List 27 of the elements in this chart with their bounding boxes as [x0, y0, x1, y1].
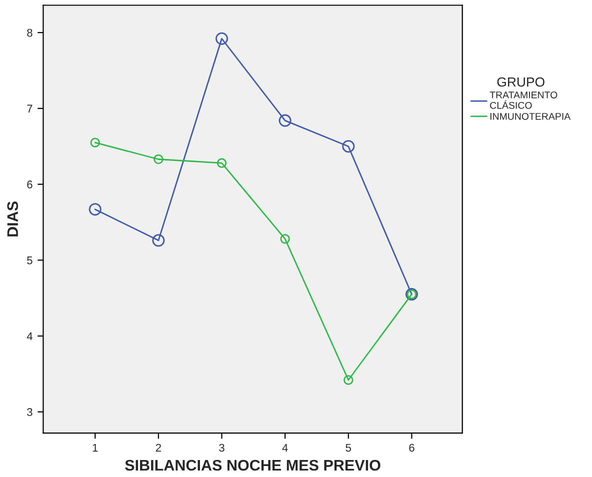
y-tick-label: 5 [27, 256, 32, 264]
point [90, 138, 100, 148]
x-tick-label: 2 [156, 444, 161, 452]
x-tick-label: 4 [282, 444, 288, 452]
point [152, 234, 165, 247]
point [216, 32, 228, 45]
x-tick-label: 1 [92, 444, 98, 452]
x-tick-label: 3 [219, 444, 224, 452]
x-axis-title: SIBILANCIAS NOCHE MES PREVIO [125, 460, 380, 471]
point [344, 375, 354, 385]
y-tick-label: 7 [27, 104, 32, 112]
x-tick-label: 5 [346, 444, 352, 452]
legend-label: INMUNOTERAPIA [490, 112, 571, 120]
x-tick-label: 6 [409, 444, 414, 452]
point [216, 158, 227, 168]
point [88, 203, 102, 216]
point [278, 114, 292, 127]
y-tick-label: 8 [27, 28, 32, 37]
y-tick-label: 6 [27, 180, 32, 188]
point [154, 154, 164, 164]
y-axis-title: DIAS [7, 202, 18, 236]
point [280, 234, 290, 244]
point [342, 140, 355, 153]
legend-label: TRATAMIENTO CLÁSICO [490, 91, 558, 109]
y-tick-label: 4 [26, 332, 32, 340]
y-tick-label: 3 [27, 408, 32, 416]
legend-title: GRUPO [497, 77, 544, 87]
